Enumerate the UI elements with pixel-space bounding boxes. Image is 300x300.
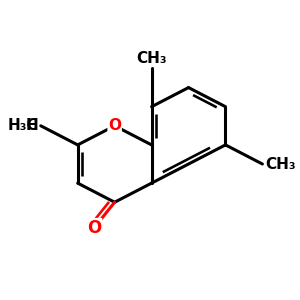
Text: CH₃: CH₃: [265, 157, 296, 172]
Text: O: O: [108, 118, 121, 133]
Text: O: O: [87, 219, 101, 237]
Text: H₃C: H₃C: [8, 118, 38, 133]
Text: H: H: [26, 118, 38, 133]
Text: CH₃: CH₃: [136, 51, 167, 66]
